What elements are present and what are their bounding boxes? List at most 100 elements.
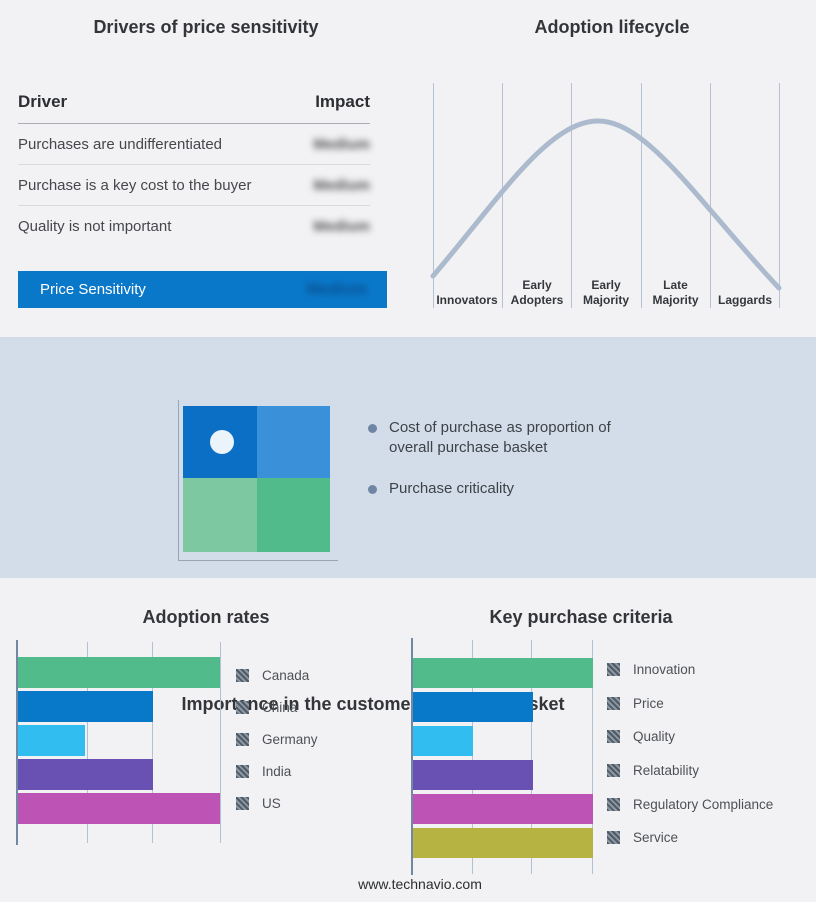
list-item: Purchase criticality — [368, 479, 638, 499]
driver-cell: Purchases are undifferentiated — [18, 135, 223, 153]
table-row: Purchases are undifferentiated Medium — [18, 124, 370, 165]
quadrant-top-left — [183, 406, 257, 478]
bar-innovation — [413, 658, 593, 688]
legend-item: Relatability — [607, 754, 773, 788]
legend-label: China — [262, 699, 298, 715]
bar-china — [18, 691, 153, 722]
legend-swatch-hatched — [236, 796, 249, 810]
price-sensitivity-label: Price Sensitivity — [40, 281, 146, 298]
bar-service — [413, 828, 593, 858]
gridline — [472, 640, 473, 874]
legend: Innovation Price Quality Relatability Re… — [607, 653, 773, 855]
bar-india — [18, 759, 153, 790]
legend-item: Innovation — [607, 653, 773, 687]
quadrant-bottom-right — [257, 478, 330, 552]
legend-swatch-hatched — [236, 668, 249, 682]
gridline — [152, 642, 153, 843]
impact-cell-redacted: Medium — [313, 176, 370, 194]
bar-quality — [413, 726, 473, 756]
driver-cell: Quality is not important — [18, 218, 172, 235]
impact-column-header: Impact — [315, 92, 370, 111]
legend-label: Innovation — [633, 662, 696, 678]
legend-swatch-hatched — [607, 764, 620, 778]
bullet-icon — [368, 485, 377, 494]
gridline — [502, 83, 503, 308]
lifecycle-curve-path — [430, 118, 782, 291]
legend-swatch-hatched — [607, 696, 620, 710]
stage-label-early-adopters: Early Adopters — [510, 278, 564, 307]
stage-label-innovators: Innovators — [436, 292, 498, 307]
purchase-basket-band: Importance in the customer purchase bask… — [0, 337, 816, 714]
table-row: Purchase is a key cost to the buyer Medi… — [18, 165, 370, 206]
legend-swatch-hatched — [236, 764, 249, 778]
legend-swatch-hatched — [607, 663, 620, 677]
legend-swatch-hatched — [236, 700, 249, 714]
basket-bullet-list: Cost of purchase as proportion of overal… — [368, 418, 638, 521]
legend-item: Germany — [236, 723, 318, 755]
bar-relatability — [413, 760, 533, 790]
legend-label: US — [262, 795, 281, 811]
lifecycle-title: Adoption lifecycle — [534, 17, 690, 37]
gridline — [571, 83, 572, 308]
legend-item: China — [236, 691, 318, 723]
gridline — [592, 640, 593, 874]
gridline — [779, 83, 780, 308]
bullet-text: Cost of purchase as proportion of overal… — [389, 419, 611, 456]
legend-label: Price — [633, 695, 664, 711]
stage-label-late-majority: Late Majority — [652, 278, 699, 307]
quadrant-bottom-left — [183, 478, 257, 552]
driver-cell: Purchase is a key cost to the buyer — [18, 176, 252, 194]
legend: Canada China Germany India US — [236, 659, 318, 819]
website-url: www.technavio.com — [358, 876, 482, 892]
bar-regulatory-compliance — [413, 794, 593, 824]
y-axis — [16, 640, 18, 845]
bullet-icon — [368, 424, 377, 433]
price-sensitivity-impact-redacted: Medium — [306, 280, 367, 298]
key-purchase-criteria-title: Key purchase criteria — [489, 607, 673, 627]
drivers-panel-title: Drivers of price sensitivity — [93, 17, 319, 37]
bar-us — [18, 793, 220, 824]
legend-item: Quality — [607, 720, 773, 754]
bar-canada — [18, 657, 220, 688]
legend-label: India — [262, 763, 292, 779]
legend-item: Regulatory Compliance — [607, 787, 773, 821]
legend-label: Service — [633, 830, 679, 846]
lifecycle-bell-curve — [430, 118, 782, 291]
position-marker-dot — [210, 430, 234, 454]
gridline — [433, 83, 434, 308]
impact-cell-redacted: Medium — [313, 218, 370, 235]
legend-item: Price — [607, 687, 773, 721]
driver-column-header: Driver — [18, 92, 68, 111]
quadrant-top-right — [257, 406, 330, 478]
stage-label-laggards: Laggards — [717, 292, 772, 307]
quadrant-axis — [178, 400, 338, 561]
plot-area — [413, 640, 593, 874]
price-sensitivity-bar: Price Sensitivity Medium — [18, 271, 387, 308]
list-item: Cost of purchase as proportion of overal… — [368, 418, 638, 457]
legend-swatch-hatched — [236, 732, 249, 746]
impact-cell-redacted: Medium — [313, 135, 370, 153]
legend-item: US — [236, 787, 318, 819]
stage-label-early-majority: Early Majority — [582, 278, 629, 307]
legend-item: India — [236, 755, 318, 787]
bullet-text: Purchase criticality — [389, 480, 515, 497]
plot-area — [18, 642, 220, 843]
drivers-table-header: Driver Impact — [18, 92, 370, 124]
bar-price — [413, 692, 533, 722]
table-row: Quality is not important Medium — [18, 206, 370, 247]
legend-label: Canada — [262, 667, 310, 683]
gridline — [87, 642, 88, 843]
gridline — [710, 83, 711, 308]
legend-swatch-hatched — [607, 730, 620, 744]
gridline — [641, 83, 642, 308]
drivers-table: Driver Impact Purchases are undifferenti… — [18, 92, 370, 247]
legend-item: Service — [607, 821, 773, 855]
legend-swatch-hatched — [607, 797, 620, 811]
gridline — [531, 640, 532, 874]
gridline — [220, 642, 221, 843]
legend-swatch-hatched — [607, 831, 620, 845]
y-axis — [411, 638, 413, 875]
quadrant-chart — [183, 406, 330, 552]
legend-label: Quality — [633, 729, 676, 745]
